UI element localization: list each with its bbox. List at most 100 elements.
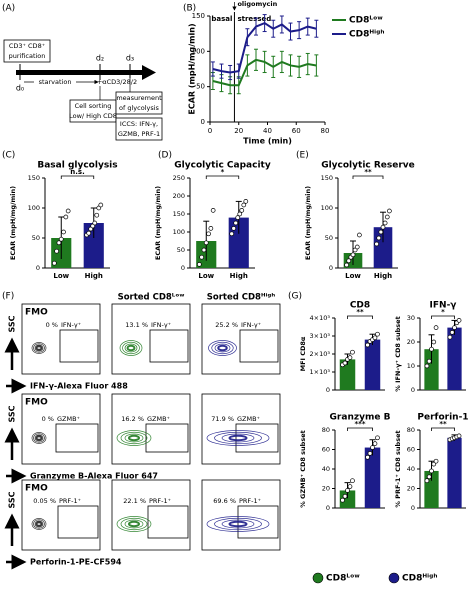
population-contour [217, 344, 228, 352]
data-point [347, 355, 353, 360]
population-contour [33, 343, 45, 353]
significance: ** [364, 168, 372, 176]
data-point [243, 199, 249, 204]
bar [447, 327, 462, 390]
data-point [56, 240, 62, 246]
data-point [378, 229, 384, 235]
y-axis-label: % IFN-γ⁺ CD8 subset [394, 316, 402, 391]
population-contour [33, 519, 45, 529]
box [115, 91, 163, 115]
data-point [429, 468, 434, 474]
y-tick-label: 50 [196, 83, 205, 91]
data-point [350, 349, 355, 355]
legend-swatch [388, 572, 400, 584]
y-tick-label: 100 [173, 228, 185, 236]
y-tick-label: 20 [407, 338, 415, 346]
box-text: Cell sorting [75, 102, 112, 110]
data-point [210, 208, 216, 213]
y-tick-label: 60 [322, 446, 330, 454]
data-point [367, 451, 373, 456]
x-tick-label: 40 [263, 127, 272, 135]
population-contour [206, 516, 270, 532]
data-point [235, 215, 241, 220]
y-tick-label: 3×10³ [310, 332, 331, 340]
population-contour [124, 519, 144, 529]
data-point [61, 229, 66, 235]
box [115, 117, 163, 141]
population-contour [128, 520, 140, 528]
data-point [380, 224, 386, 230]
data-point [424, 478, 430, 484]
data-point [374, 241, 379, 247]
y-axis-label: % PRF-1⁺ CD8 subset [394, 430, 402, 507]
population-contour [119, 340, 143, 356]
y-axis-label: % GZMB⁺ CD8 subset [299, 430, 307, 507]
x-tick-label: Low [198, 272, 214, 280]
y-tick-label: 80 [322, 426, 330, 434]
y-axis-label: MFI CD8α [299, 336, 307, 371]
panel-label: (E) [296, 151, 309, 161]
flow-plot [201, 479, 281, 551]
y-tick-label: 50 [325, 234, 333, 242]
y-tick-label: 0 [36, 264, 40, 272]
gate-percent: 13.1 % [125, 321, 148, 329]
gate-percent: 0 % [46, 321, 58, 329]
flow-plot [111, 303, 191, 375]
box-text: of glycolysis [119, 104, 160, 112]
y-axis-label: SSC [8, 405, 17, 422]
y-tick-label: 150 [28, 174, 40, 182]
data-point [375, 331, 380, 337]
gate-percent: 25.2 % [215, 321, 238, 329]
significance-bracket [347, 315, 373, 319]
panel-label: (C) [2, 151, 15, 161]
y-tick-label: 50 [177, 246, 185, 254]
box-text: Low/ High CD8 [69, 112, 117, 120]
y-tick-label: 150 [192, 12, 205, 20]
population-contour [214, 517, 262, 531]
data-point [342, 360, 348, 366]
population-contour [120, 431, 148, 445]
population-contour [116, 516, 152, 532]
data-point [456, 318, 462, 323]
data-point [345, 488, 350, 493]
significance-bracket [431, 427, 455, 431]
fmo-label: FMO [25, 398, 48, 408]
data-point [206, 231, 211, 237]
data-point [424, 363, 430, 369]
data-point [92, 220, 98, 226]
x-axis-label: Perforin-1-PE-CF594 [30, 558, 122, 567]
gate-label: PRF-1⁺ [149, 497, 171, 505]
data-point [196, 262, 202, 267]
data-point [429, 346, 434, 352]
significance: n.s. [70, 168, 84, 176]
data-point [357, 232, 362, 238]
significance-bracket [431, 315, 455, 319]
y-tick-label: 100 [28, 204, 40, 212]
bar [364, 447, 381, 508]
series-line [212, 58, 317, 87]
gate-label: GZMB⁺ [57, 415, 80, 423]
significance: * [221, 168, 225, 176]
flow-plot [201, 393, 281, 465]
data-point [237, 211, 243, 217]
gate-label: IFN-γ⁺ [61, 321, 81, 329]
y-tick-label: 0 [181, 264, 185, 272]
data-point [350, 478, 355, 484]
gate-label: PRF-1⁺ [239, 497, 261, 505]
y-tick-label: 0 [411, 504, 415, 512]
population-contour [206, 430, 270, 446]
x-tick-label: 20 [234, 127, 243, 135]
y-tick-label: 100 [321, 204, 333, 212]
y-tick-label: 50 [32, 234, 40, 242]
phase: +αCD3/28/2 [97, 78, 137, 86]
data-point [241, 202, 247, 208]
data-point [208, 226, 214, 231]
gate-label: IFN-γ⁺ [151, 321, 171, 329]
gate-label: GZMB⁺ [147, 415, 170, 423]
chart-title: Glycolytic Capacity [174, 161, 271, 171]
label-bg [103, 78, 133, 86]
population-contour [214, 343, 231, 353]
phase: starvation [39, 78, 72, 86]
population-contour [31, 342, 47, 354]
gate [235, 423, 279, 453]
